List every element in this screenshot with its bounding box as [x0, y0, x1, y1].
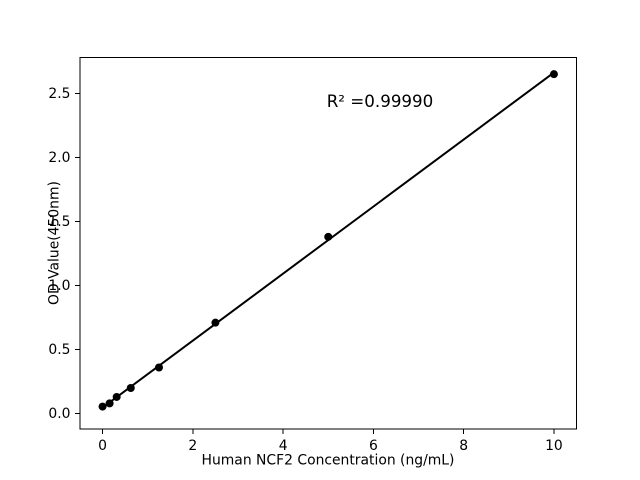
x-tick-label: 0 [98, 438, 107, 454]
data-point [105, 399, 114, 408]
y-tick-label: 2.0 [48, 150, 70, 166]
x-tick-label: 2 [188, 438, 197, 454]
r-squared-annotation: R² =0.99990 [327, 91, 434, 111]
x-axis-label: Human NCF2 Concentration (ng/mL) [202, 453, 455, 469]
y-tick-label: 0.0 [48, 406, 70, 422]
x-tick-label: 6 [369, 438, 378, 454]
x-tick-label: 8 [459, 438, 468, 454]
data-point [154, 363, 163, 372]
x-tick-label: 10 [545, 438, 563, 454]
y-axis-label: OD Value(450nm) [47, 181, 63, 305]
data-point [211, 318, 220, 327]
data-point [126, 384, 135, 393]
y-tick-label: 2.5 [48, 86, 70, 102]
data-point [98, 402, 107, 411]
x-tick-label: 4 [279, 438, 288, 454]
data-point [549, 70, 558, 79]
y-tick-label: 0.5 [48, 342, 70, 358]
axes-frame [79, 57, 577, 430]
y-tick-label: 1.0 [48, 278, 70, 294]
plot-area: 0 2 4 6 8 10 0.0 0.5 1.0 1.5 2.0 2.5 [48, 57, 577, 454]
y-tick-label: 1.5 [48, 214, 70, 230]
data-point [112, 392, 121, 401]
data-point [324, 232, 333, 241]
